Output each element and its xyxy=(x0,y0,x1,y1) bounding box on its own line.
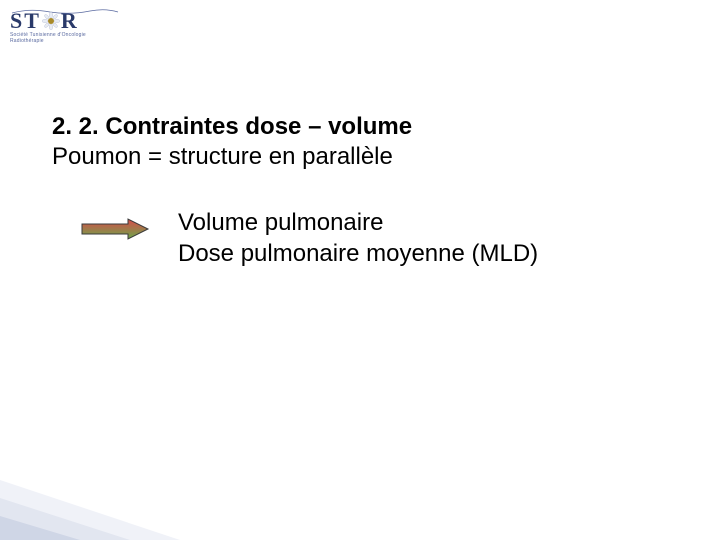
org-logo: ST R Société Tunisienne d'Oncologie Radi… xyxy=(10,8,120,46)
logo-subtitle: Société Tunisienne d'Oncologie Radiothér… xyxy=(10,32,120,44)
logo-arabic-script xyxy=(10,6,120,16)
section-subheading: Poumon = structure en parallèle xyxy=(52,143,393,171)
arrow-icon xyxy=(80,217,150,246)
corner-decoration xyxy=(0,480,180,540)
daisy-icon xyxy=(42,12,60,30)
bullet-line-1: Volume pulmonaire xyxy=(178,207,538,238)
section-heading: 2. 2. Contraintes dose – volume xyxy=(52,113,412,141)
bullet-list: Volume pulmonaire Dose pulmonaire moyenn… xyxy=(178,207,538,269)
bullet-line-2: Dose pulmonaire moyenne (MLD) xyxy=(178,238,538,269)
content-row: Volume pulmonaire Dose pulmonaire moyenn… xyxy=(80,207,538,269)
